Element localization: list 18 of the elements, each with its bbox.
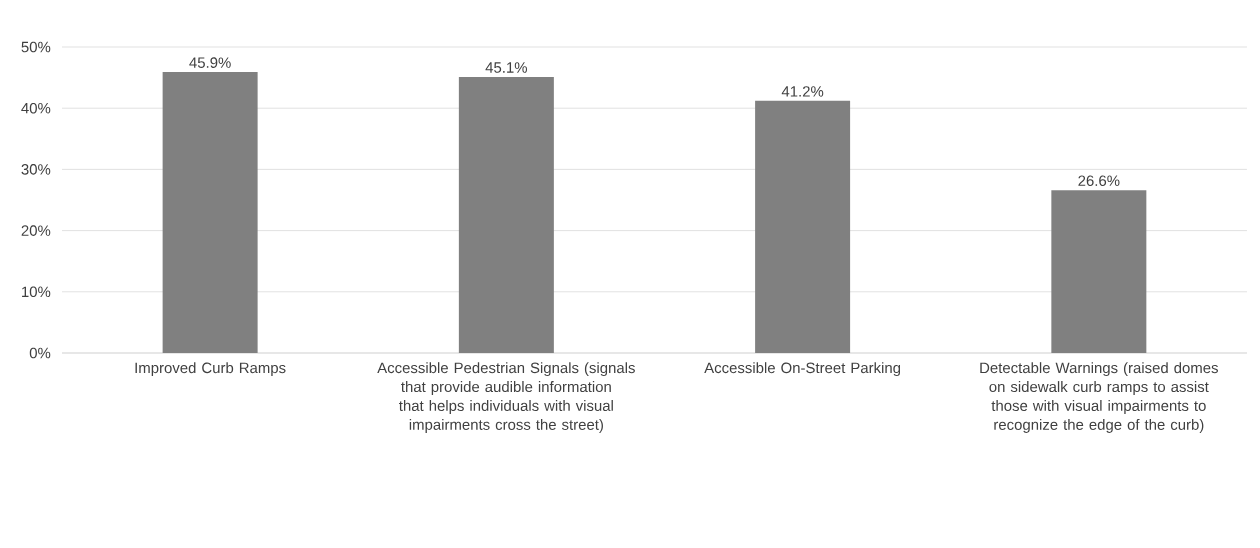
y-tick-label: 50% bbox=[21, 41, 51, 53]
x-tick-label: Accessible Pedestrian Signals (signals that provide audible information that helps individuals with visual impairments cross the street) bbox=[377, 362, 635, 433]
y-tick-label: 30% bbox=[21, 164, 51, 175]
bar bbox=[755, 100, 851, 353]
y-tick-label: 10% bbox=[22, 286, 51, 298]
y-tick-label: 20% bbox=[21, 225, 51, 236]
x-tick-label: Detectable Warnings (raised domes on sidewalk curb ramps to assist those with visual impairments to recognize the edge of the curb) bbox=[980, 362, 1218, 433]
x-tick-label: Accessible On-Street Parking bbox=[704, 362, 901, 377]
data-label: 45.9% bbox=[189, 57, 231, 68]
y-tick-label: 0% bbox=[29, 347, 51, 359]
x-tick-label: Improved Curb Ramps bbox=[135, 362, 286, 377]
data-label: 41.2% bbox=[781, 86, 824, 97]
data-label: 26.6% bbox=[1078, 175, 1120, 186]
bar bbox=[458, 76, 554, 353]
data-label: 45.1% bbox=[485, 62, 528, 73]
bar bbox=[1051, 190, 1147, 353]
bar bbox=[162, 72, 258, 353]
y-tick-label: 40% bbox=[21, 102, 51, 114]
